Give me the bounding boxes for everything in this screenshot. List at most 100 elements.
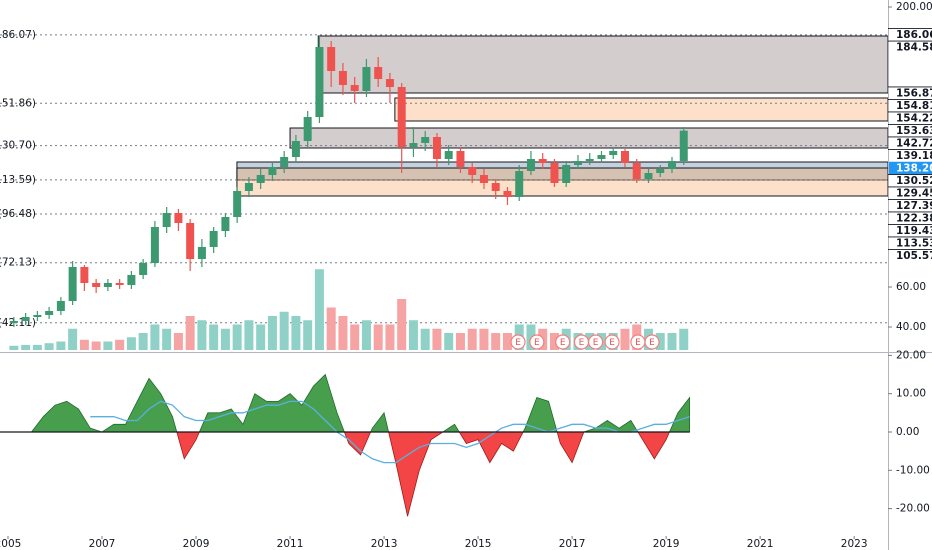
- volume-bar: [103, 341, 113, 350]
- volume-bar: [126, 337, 136, 350]
- candle-body: [244, 183, 253, 191]
- level-price-label: 105.57: [896, 250, 932, 262]
- zone: [394, 97, 888, 122]
- candle-body: [491, 183, 500, 191]
- volume-bar: [373, 324, 383, 350]
- candle-body: [432, 137, 441, 159]
- signal-line: [90, 400, 690, 464]
- candle-body: [303, 117, 312, 141]
- volume-bar: [21, 344, 31, 350]
- volume-bar: [68, 328, 78, 350]
- candle-body: [597, 155, 606, 159]
- level-price-label: 130.52: [896, 175, 932, 187]
- volume-bar: [56, 341, 66, 350]
- volume-bar: [232, 324, 242, 350]
- level-price-label: 113.53: [896, 237, 932, 249]
- volume-bar: [479, 328, 489, 350]
- candle-body: [186, 223, 195, 259]
- volume-bar: [679, 328, 689, 350]
- level-price-label: 129.45: [896, 187, 932, 199]
- candle-body: [315, 47, 324, 117]
- volume-bar: [655, 333, 665, 350]
- candle-body: [209, 231, 218, 247]
- volume-bar: [220, 328, 230, 350]
- volume-bar: [91, 341, 101, 350]
- volume-bar: [115, 339, 125, 350]
- level-price-label: 138.20: [896, 162, 932, 174]
- level-price-label: 186.06: [896, 29, 932, 41]
- candle-body: [327, 47, 336, 71]
- y-tick-label: 40.00: [896, 321, 926, 333]
- volume-bar: [549, 333, 559, 350]
- candle-body: [409, 143, 418, 147]
- earnings-marker: [644, 334, 660, 350]
- level-price-label: 156.87: [896, 87, 932, 99]
- candle-body: [479, 175, 488, 183]
- candle-body: [503, 191, 512, 197]
- volume-bar: [455, 333, 465, 350]
- volume-bar: [185, 316, 195, 350]
- volume-bar: [150, 324, 160, 350]
- level-price-label: 154.81: [896, 100, 932, 112]
- level-price-label: 153.63: [896, 125, 932, 137]
- volume-bar: [244, 320, 254, 350]
- volume-bar: [667, 333, 677, 350]
- candle-body: [385, 79, 394, 87]
- level-label: (72.13): [0, 257, 36, 269]
- earnings-marker: [510, 334, 526, 350]
- candle-body: [33, 315, 42, 317]
- candle-body: [221, 217, 230, 231]
- candle-body: [350, 85, 359, 91]
- level-price-label: 139.18: [896, 150, 932, 162]
- volume-bar: [32, 344, 42, 350]
- candle-body: [268, 167, 277, 175]
- earnings-marker: [555, 334, 571, 350]
- candle-body: [150, 227, 159, 263]
- volume-bar: [350, 324, 360, 350]
- volume-bar: [444, 333, 454, 350]
- level-price-label: 142.72: [896, 137, 932, 149]
- candle-body: [456, 151, 465, 167]
- candle-body: [667, 161, 676, 169]
- candle-body: [515, 171, 524, 197]
- candle-body: [562, 165, 571, 183]
- candle-body: [9, 321, 18, 323]
- volume-bar: [502, 333, 512, 350]
- candle-body: [679, 130, 688, 161]
- volume-bar: [314, 269, 324, 350]
- volume-bar: [491, 333, 501, 350]
- candle-body: [338, 71, 347, 85]
- x-tick-label: 2007: [89, 538, 116, 550]
- volume-bar: [303, 320, 313, 350]
- level-price-label: 154.22: [896, 112, 932, 124]
- volume-bar: [361, 320, 371, 350]
- volume-bar: [408, 320, 418, 350]
- volume-bar: [385, 324, 395, 350]
- candle-body: [233, 191, 242, 217]
- volume-bar: [44, 343, 54, 350]
- earnings-label: E: [609, 338, 615, 348]
- volume-bar: [209, 324, 219, 350]
- candle-body: [362, 67, 371, 91]
- candle-body: [291, 141, 300, 157]
- earnings-marker: [588, 334, 604, 350]
- candles: [9, 36, 688, 327]
- candle-body: [573, 161, 582, 165]
- earnings-label: E: [635, 338, 641, 348]
- candle-body: [56, 301, 65, 311]
- earnings-label: E: [593, 338, 599, 348]
- oscillator: [0, 373, 691, 517]
- candle-body: [656, 169, 665, 173]
- osc-tick-label: 0.00: [896, 426, 919, 438]
- earnings-label: E: [560, 338, 566, 348]
- volume-bar: [279, 311, 289, 350]
- candle-body: [115, 283, 124, 285]
- x-tick-label: 2021: [747, 538, 774, 550]
- earnings-label: E: [649, 338, 655, 348]
- candle-body: [585, 159, 594, 161]
- candle-body: [103, 283, 112, 287]
- level-label: (130.70): [0, 140, 36, 152]
